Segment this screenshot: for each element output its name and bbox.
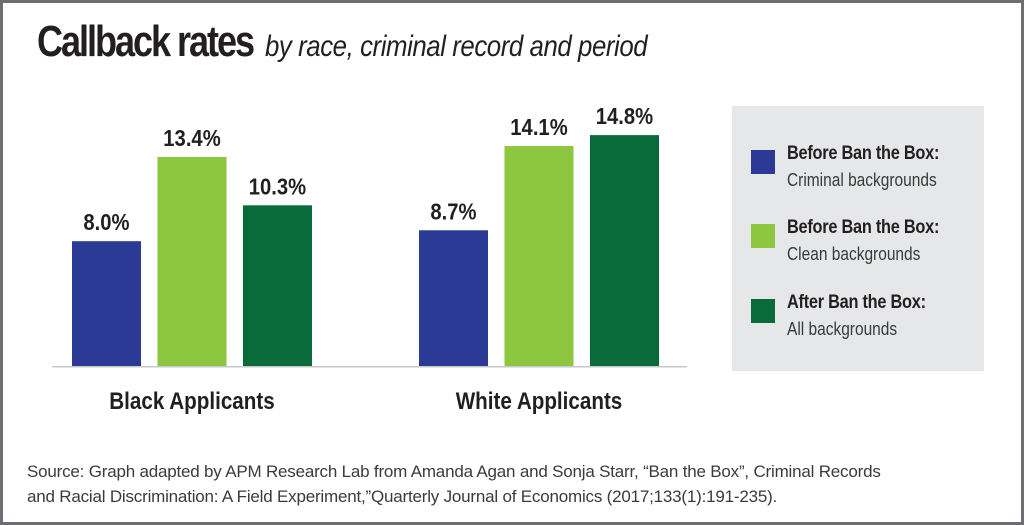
source-note: Source: Graph adapted by APM Research La…	[27, 459, 1017, 509]
category-label: Black Applicants	[109, 388, 275, 415]
source-line-2: and Racial Discrimination: A Field Exper…	[27, 487, 778, 506]
bar	[504, 146, 574, 366]
legend-label-detail: All backgrounds	[787, 319, 898, 339]
bar	[590, 135, 659, 366]
legend-swatch	[751, 299, 775, 323]
bar	[243, 205, 312, 366]
legend-item: After Ban the Box: All backgrounds	[732, 292, 984, 352]
bar	[72, 241, 141, 366]
bar	[157, 156, 227, 366]
legend-item: Before Ban the Box: Criminal backgrounds	[732, 143, 984, 203]
chart-title-row: Callback rates by race, criminal record …	[37, 17, 709, 67]
bar-value-label: 14.8%	[596, 103, 653, 130]
category-label: White Applicants	[456, 388, 623, 415]
legend-label-title: After Ban the Box:	[787, 292, 926, 313]
legend-swatch	[751, 150, 775, 174]
legend-text: After Ban the Box: All backgrounds	[787, 292, 948, 340]
bar-labels-group: 8.0% 13.4% 10.3% 8.7% 14.1% 14.8%	[83, 103, 653, 236]
bar-value-label: 8.0%	[83, 209, 129, 236]
chart-title: Callback rates	[37, 17, 255, 66]
legend-label-detail: Clean backgrounds	[787, 244, 921, 264]
legend-label-title: Before Ban the Box:	[787, 143, 940, 164]
source-line-1: Source: Graph adapted by APM Research La…	[27, 462, 881, 481]
legend-swatch	[751, 224, 775, 248]
bar-chart: 8.0% 13.4% 10.3% 8.7% 14.1% 14.8% Black Appli…	[52, 103, 687, 415]
bar	[419, 230, 488, 366]
bar-value-label: 10.3%	[249, 173, 306, 200]
chart-subtitle: by race, criminal record and period	[264, 30, 648, 63]
category-labels-group: Black Applicants White Applicants	[109, 388, 622, 415]
bar-value-label: 14.1%	[510, 114, 567, 141]
bar-value-label: 8.7%	[430, 198, 476, 225]
legend-label-detail: Criminal backgrounds	[787, 170, 937, 190]
bars-group	[72, 135, 659, 366]
legend: Before Ban the Box: Criminal backgrounds…	[732, 106, 984, 371]
legend-text: Before Ban the Box: Clean backgrounds	[787, 217, 964, 265]
legend-label-title: Before Ban the Box:	[787, 217, 940, 238]
legend-text: Before Ban the Box: Criminal backgrounds	[787, 143, 964, 191]
bar-value-label: 13.4%	[163, 125, 220, 152]
legend-item: Before Ban the Box: Clean backgrounds	[732, 217, 984, 277]
